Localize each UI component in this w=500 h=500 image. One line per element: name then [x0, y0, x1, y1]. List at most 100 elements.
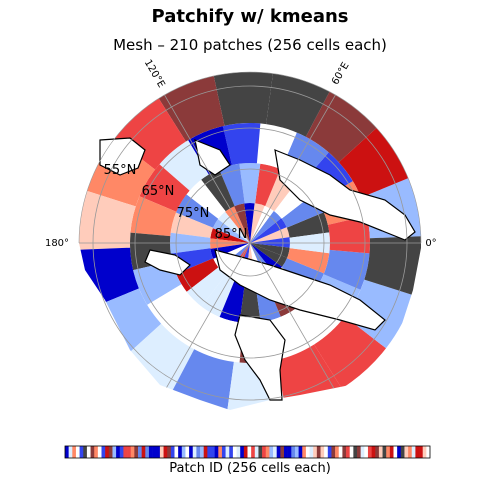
colorbar-segment	[291, 446, 296, 458]
colorbar-segment	[287, 446, 292, 458]
patch-10	[210, 228, 250, 243]
patch-60	[171, 303, 219, 354]
colorbar-segment	[75, 446, 80, 458]
colorbar-segment	[262, 446, 267, 458]
colorbar-segment	[378, 446, 383, 458]
colorbar-segment	[400, 446, 405, 458]
colorbar-segment	[404, 446, 409, 458]
landmass-2	[144, 249, 191, 276]
landmass-4	[99, 137, 146, 176]
colorbar-segment	[141, 446, 146, 458]
colorbar-segment	[422, 446, 427, 458]
colorbar-segment	[145, 446, 150, 458]
colorbar-segment	[65, 446, 69, 458]
patch-79	[122, 323, 195, 396]
colorbar-segment	[232, 446, 237, 458]
patch-84	[344, 279, 414, 349]
meridian-4	[149, 242, 251, 410]
colorbar-segment	[298, 446, 303, 458]
colorbar-segment	[302, 446, 307, 458]
patch-72	[213, 72, 274, 126]
colorbar-segment	[294, 446, 299, 458]
patch-22	[250, 243, 290, 258]
patch-56	[130, 196, 177, 237]
colorbar-segment	[167, 446, 172, 458]
colorbar-segment	[196, 446, 201, 458]
patch-6	[234, 203, 250, 243]
colorbar-segment	[229, 446, 234, 458]
coastline-layer	[99, 137, 416, 401]
colorbar-segment	[411, 446, 416, 458]
colorbar-segment	[364, 446, 369, 458]
colorbar-segment	[327, 446, 332, 458]
colorbar-segment	[108, 446, 113, 458]
colorbar-segment	[247, 446, 252, 458]
colorbar-segment	[178, 446, 183, 458]
colorbar-segment	[313, 446, 318, 458]
colorbar-segment	[338, 446, 343, 458]
patch-0	[250, 227, 290, 243]
lon-label-0: 0°	[425, 238, 436, 249]
meridian-1	[249, 72, 351, 244]
patch-61	[203, 316, 244, 363]
colorbar-segment	[367, 446, 372, 458]
colorbar-segment	[211, 446, 215, 458]
colorbar-segment	[284, 446, 288, 458]
colorbar-segment	[214, 446, 219, 458]
colorbar-segment	[123, 446, 128, 458]
colorbar-segment	[240, 446, 245, 458]
colorbar-segment	[68, 446, 73, 458]
patch-32	[186, 179, 226, 219]
patch-40	[219, 280, 245, 323]
colorbar-segment	[415, 446, 420, 458]
patch-69	[338, 127, 410, 198]
colorbar-segment	[163, 446, 168, 458]
colorbar-segment	[189, 446, 194, 458]
colorbar-segment	[342, 446, 347, 458]
colorbar-segment	[371, 446, 376, 458]
colorbar-segment	[243, 446, 248, 458]
colorbar-segment	[138, 446, 142, 458]
colorbar-segment	[331, 446, 336, 458]
colorbar-segment	[97, 446, 102, 458]
meridian-2	[149, 72, 251, 244]
lat-label-85n: 85°N	[215, 227, 248, 242]
lon-label-120e: 120°E	[142, 58, 167, 90]
colorbar-segment	[258, 446, 263, 458]
colorbar-segment	[221, 446, 226, 458]
patch-76	[79, 190, 136, 250]
colorbar-segment	[94, 446, 99, 458]
patch-83	[314, 316, 386, 389]
patch-23	[250, 237, 290, 248]
colorbar-frame	[64, 445, 431, 459]
colorbar-segment	[269, 446, 274, 458]
colorbar-segment	[349, 446, 354, 458]
colorbar-segment	[393, 446, 398, 458]
colorbar-segment	[353, 446, 358, 458]
colorbar-segment	[200, 446, 204, 458]
colorbar-segment	[159, 446, 164, 458]
colorbar-segment	[335, 446, 340, 458]
colorbar-segment	[426, 446, 431, 458]
patch-31	[201, 169, 235, 212]
colorbar-segment	[83, 446, 88, 458]
colorbar-segment	[254, 446, 259, 458]
colorbar-segment	[280, 446, 285, 458]
landmass-5	[194, 139, 231, 176]
landmass-1	[214, 249, 386, 331]
colorbar-segment	[397, 446, 402, 458]
colorbar-label: Patch ID (256 cells each)	[169, 461, 331, 476]
colorbar-segment	[408, 446, 413, 458]
colorbar-segment	[218, 446, 223, 458]
colorbar-segment	[127, 446, 131, 458]
colorbar-segment	[419, 446, 423, 458]
map-boundary	[78, 71, 422, 244]
colorbar-segment	[156, 446, 161, 458]
patch-52	[222, 122, 261, 166]
meridian-5	[249, 242, 351, 410]
colorbar-segment	[265, 446, 270, 458]
patch-24	[286, 212, 330, 238]
colorbar-segment	[116, 446, 121, 458]
colorbar-segment	[185, 446, 190, 458]
